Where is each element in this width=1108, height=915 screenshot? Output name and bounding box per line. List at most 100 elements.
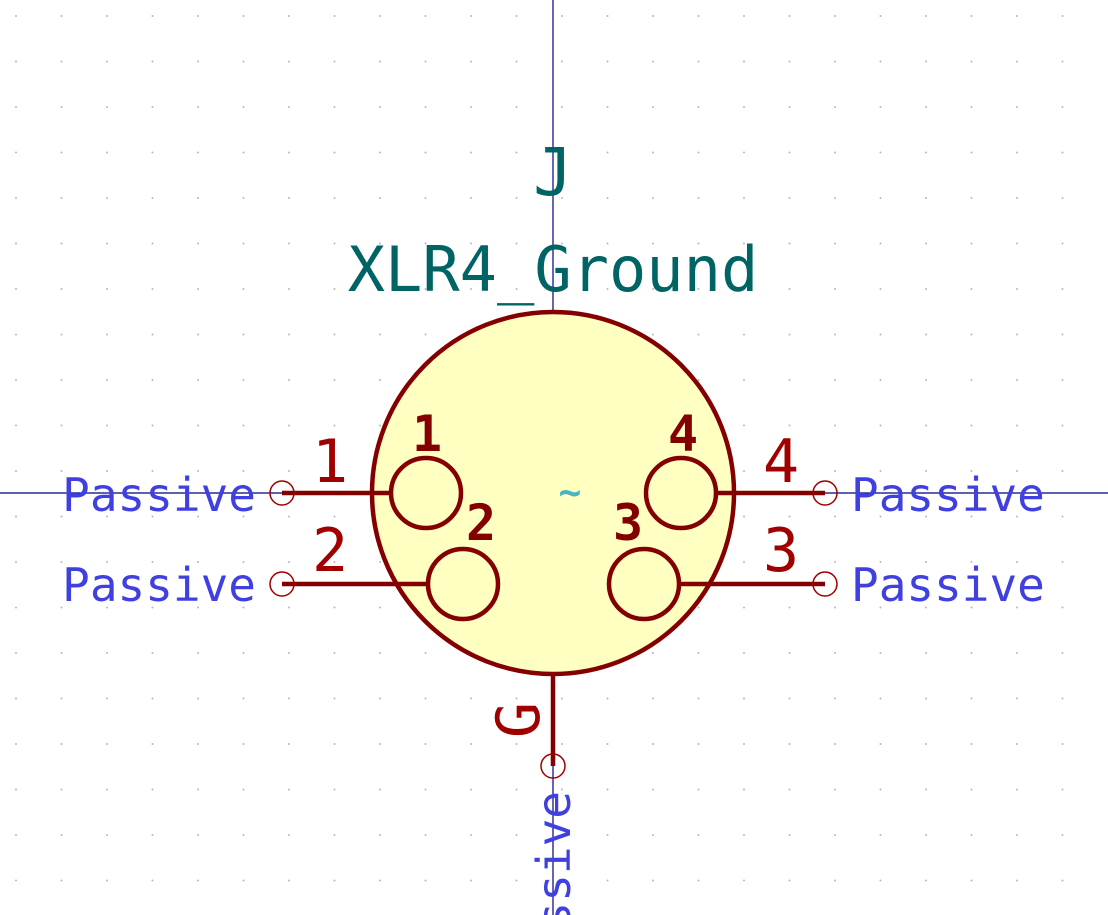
grid-dot (970, 379, 973, 381)
grid-dot (197, 151, 199, 154)
grid-dot (1016, 834, 1018, 836)
grid-dot (834, 15, 836, 17)
grid-dot (879, 606, 882, 609)
grid-dot (60, 788, 63, 791)
pin-4-end-marker[interactable] (812, 480, 838, 506)
grid-dot (561, 106, 563, 108)
grid-dot (15, 652, 17, 654)
grid-dot (15, 60, 17, 63)
grid-dot (60, 743, 63, 745)
grid-dot (60, 424, 63, 427)
grid-dot (470, 288, 472, 290)
pin-1-inner-label: 1 (412, 405, 442, 463)
grid-dot (970, 470, 973, 472)
grid-dot (788, 697, 791, 700)
grid-dot (106, 697, 108, 700)
grid-dot (242, 288, 245, 290)
grid-dot (879, 697, 882, 700)
pin-2-end-marker[interactable] (269, 571, 295, 597)
grid-dot (197, 743, 199, 745)
grid-dot (925, 561, 927, 563)
grid-dot (561, 197, 563, 199)
grid-dot (197, 60, 199, 63)
grid-dot (743, 333, 745, 336)
grid-dot (925, 743, 927, 745)
grid-dot (151, 788, 154, 791)
value-field[interactable]: XLR4_Ground (348, 233, 759, 306)
grid-dot (652, 697, 654, 700)
grid-dot (106, 515, 108, 518)
grid-dot (1016, 697, 1018, 700)
grid-dot (424, 60, 427, 63)
grid-dot (379, 197, 381, 199)
grid-dot (15, 515, 17, 518)
grid-dot (515, 197, 518, 199)
grid-dot (333, 743, 336, 745)
grid-dot (561, 743, 563, 745)
grid-dot (834, 561, 836, 563)
grid-dot (606, 60, 609, 63)
grid-dot (151, 197, 154, 199)
reference-field[interactable]: J (533, 134, 573, 211)
pin-g-number: G (484, 702, 554, 738)
pin-3-end-marker[interactable] (812, 571, 838, 597)
grid-dot (197, 424, 199, 427)
grid-dot (879, 151, 882, 154)
grid-dot (242, 834, 245, 836)
grid-dot (652, 60, 654, 63)
grid-dot (515, 697, 518, 700)
grid-dot (60, 106, 63, 108)
grid-dot (697, 197, 700, 199)
grid-dot (652, 15, 654, 17)
grid-dot (242, 151, 245, 154)
grid-dot (834, 652, 836, 654)
grid-dot (151, 652, 154, 654)
connector-body[interactable] (369, 309, 737, 677)
grid-dot (606, 788, 609, 791)
grid-dot (15, 333, 17, 336)
grid-dot (652, 834, 654, 836)
grid-dot (743, 834, 745, 836)
grid-dot (925, 60, 927, 63)
grid-dot (379, 288, 381, 290)
grid-dot (743, 151, 745, 154)
pin-g-end-marker[interactable] (540, 753, 566, 779)
grid-dot (970, 197, 973, 199)
grid-dot (606, 15, 609, 17)
grid-dot (15, 379, 17, 381)
grid-dot (333, 333, 336, 336)
grid-dot (1016, 151, 1018, 154)
grid-dot (834, 424, 836, 427)
grid-dot (60, 379, 63, 381)
grid-dot (60, 15, 63, 17)
grid-dot (925, 515, 927, 518)
grid-dot (424, 288, 427, 290)
grid-dot (470, 834, 472, 836)
grid-dot (288, 470, 290, 472)
grid-dot (333, 60, 336, 63)
grid-dot (970, 333, 973, 336)
pin-1-end-marker[interactable] (269, 480, 295, 506)
grid-dot (743, 197, 745, 199)
grid-dot (379, 606, 381, 609)
grid-dot (106, 60, 108, 63)
grid-dot (1016, 60, 1018, 63)
grid-dot (379, 652, 381, 654)
grid-dot (970, 424, 973, 427)
grid-dot (151, 379, 154, 381)
grid-dot (288, 60, 290, 63)
grid-dot (788, 242, 791, 245)
grid-dot (106, 788, 108, 791)
grid-dot (470, 242, 472, 245)
grid-dot (788, 288, 791, 290)
grid-dot (925, 15, 927, 17)
grid-dot (470, 788, 472, 791)
grid-dot (242, 424, 245, 427)
grid-dot (242, 197, 245, 199)
grid-dot (242, 788, 245, 791)
grid-dot (379, 743, 381, 745)
grid-dot (1016, 197, 1018, 199)
grid-dot (652, 242, 654, 245)
grid-dot (970, 151, 973, 154)
